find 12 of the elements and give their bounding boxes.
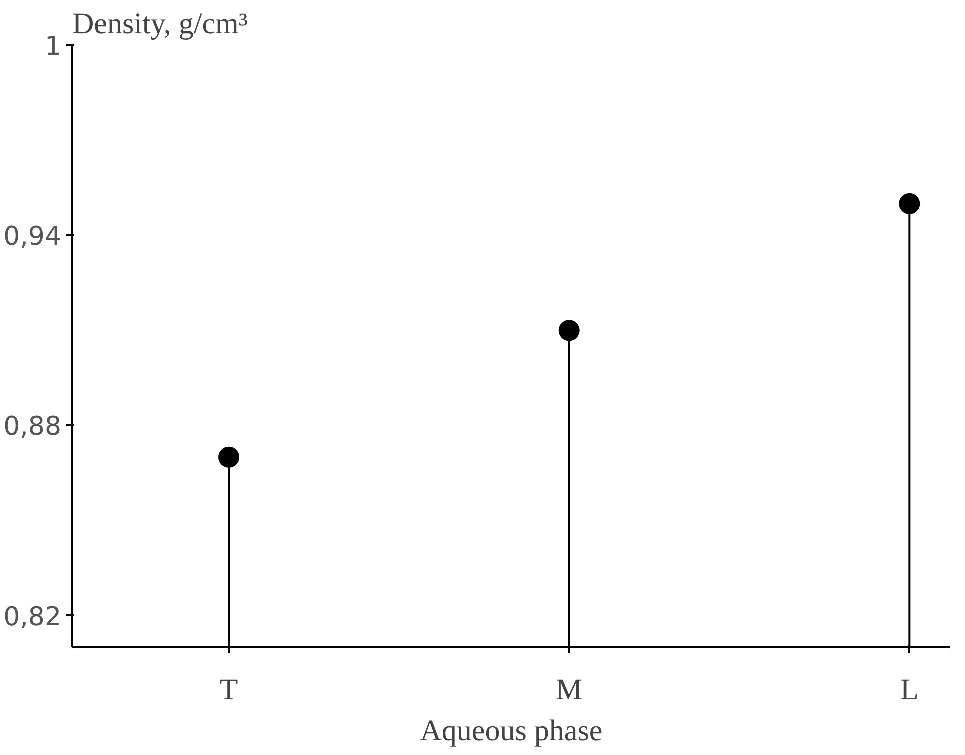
y-tick-label: 1 — [44, 32, 62, 62]
x-tick-label: T — [220, 674, 238, 706]
x-tick-label: M — [556, 674, 583, 706]
point — [899, 193, 920, 214]
x-axis-title: Aqueous phase — [420, 714, 603, 748]
x-tick-label: L — [900, 674, 919, 706]
y-axis-title: Density, g/cm³ — [72, 8, 248, 40]
y-tick-label: 0,94 — [4, 222, 62, 252]
point — [558, 320, 580, 342]
y-tick-label: 0,88 — [4, 412, 62, 442]
point — [218, 446, 240, 468]
y-tick-label: 0,82 — [4, 602, 62, 632]
